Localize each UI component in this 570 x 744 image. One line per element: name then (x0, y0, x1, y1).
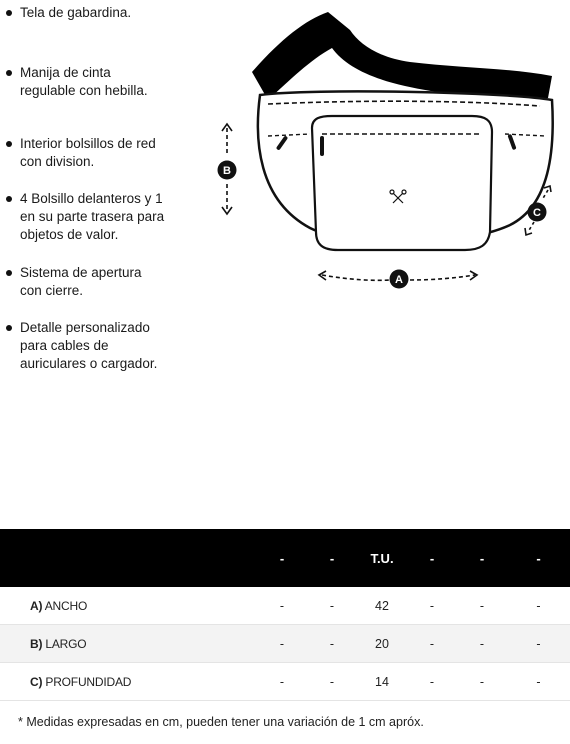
row-name: LARGO (45, 636, 87, 651)
measurement-note: * Medidas expresadas en cm, pueden tener… (18, 715, 424, 729)
table-row: A) ANCHO - - 42 - - - (0, 587, 570, 625)
row-name: PROFUNDIDAD (45, 674, 132, 689)
table-cell: - (457, 662, 507, 701)
row-key: C) (30, 674, 43, 689)
feature-line: en su parte trasera para (20, 209, 165, 224)
feature-item: Detalle personalizado para cables de aur… (0, 319, 210, 373)
front-pocket (310, 114, 494, 252)
table-header: T.U. (357, 529, 407, 587)
left-pocket-zipper (267, 133, 311, 137)
feature-item: Manija de cinta regulable con hebilla. (0, 64, 210, 100)
row-label: B) LARGO (0, 624, 257, 663)
feature-item: Sistema de apertura con cierre. (0, 264, 210, 300)
dimension-b-badge (217, 160, 237, 180)
dimension-c-badge (527, 202, 547, 222)
dimension-c-label: C (533, 207, 541, 219)
dimension-a-arrow (317, 270, 479, 282)
feature-item: 4 Bolsillo delanteros y 1 en su parte tr… (0, 190, 210, 244)
table-cell: - (307, 624, 357, 663)
table-cell: - (257, 624, 307, 663)
row-label: A) ANCHO (0, 587, 257, 625)
table-cell: - (307, 587, 357, 625)
table-cell: - (307, 662, 357, 701)
table-header-row: - - T.U. - - - (0, 529, 570, 587)
table-header: - (457, 529, 507, 587)
zipper-pull-icon (276, 136, 288, 150)
table-row: B) LARGO - - 20 - - - (0, 624, 570, 663)
dimension-c-arrow (524, 184, 552, 237)
table-header: - (407, 529, 457, 587)
table-cell: - (407, 662, 457, 701)
feature-line: Interior bolsillos de red (20, 136, 156, 151)
feature-line: con division. (20, 154, 95, 169)
dimension-a-badge (389, 269, 409, 289)
table-cell: - (407, 587, 457, 625)
feature-line: 4 Bolsillo delanteros y 1 (20, 191, 163, 206)
feature-line: con cierre. (20, 283, 84, 298)
scissors-icon (389, 189, 407, 204)
table-header: - (507, 529, 570, 587)
dimension-a-label: A (395, 274, 403, 286)
table-row: C) PROFUNDIDAD - - 14 - - - (0, 662, 570, 701)
feature-line: regulable con hebilla. (20, 83, 148, 98)
table-cell: 20 (357, 624, 407, 663)
table-cell: - (457, 624, 507, 663)
size-table: - - T.U. - - - A) ANCHO - - 42 - - - B) … (0, 529, 570, 701)
feature-line: Tela de gabardina. (20, 5, 132, 20)
table-cell: - (257, 662, 307, 701)
table-cell: 42 (357, 587, 407, 625)
feature-line: auriculares o cargador. (20, 356, 158, 371)
dimension-b-label: B (223, 165, 231, 177)
table-cell: - (507, 624, 570, 663)
table-header (0, 529, 257, 587)
feature-item: Interior bolsillos de red con division. (0, 135, 210, 171)
feature-line: Sistema de apertura (20, 265, 142, 280)
feature-line: Manija de cinta (20, 65, 111, 80)
feature-line: objetos de valor. (20, 227, 119, 242)
row-name: ANCHO (44, 598, 88, 613)
table-cell: 14 (357, 662, 407, 701)
row-key: A) (30, 598, 43, 613)
table-cell: - (507, 587, 570, 625)
table-cell: - (257, 587, 307, 625)
table-cell: - (407, 624, 457, 663)
feature-item: Tela de gabardina. (0, 4, 210, 22)
strap-icon (252, 12, 552, 100)
top-zipper (267, 100, 541, 107)
feature-line: Detalle personalizado (20, 320, 150, 335)
table-header: - (307, 529, 357, 587)
zipper-pull-icon (507, 134, 517, 150)
table-cell: - (507, 662, 570, 701)
feature-line: para cables de (20, 338, 109, 353)
dimension-b-arrow (221, 122, 233, 216)
row-key: B) (30, 636, 43, 651)
zipper-pull-icon (320, 136, 324, 156)
table-header: - (257, 529, 307, 587)
table-cell: - (457, 587, 507, 625)
bag-diagram: B A C (217, 12, 554, 289)
row-label: C) PROFUNDIDAD (0, 662, 257, 701)
